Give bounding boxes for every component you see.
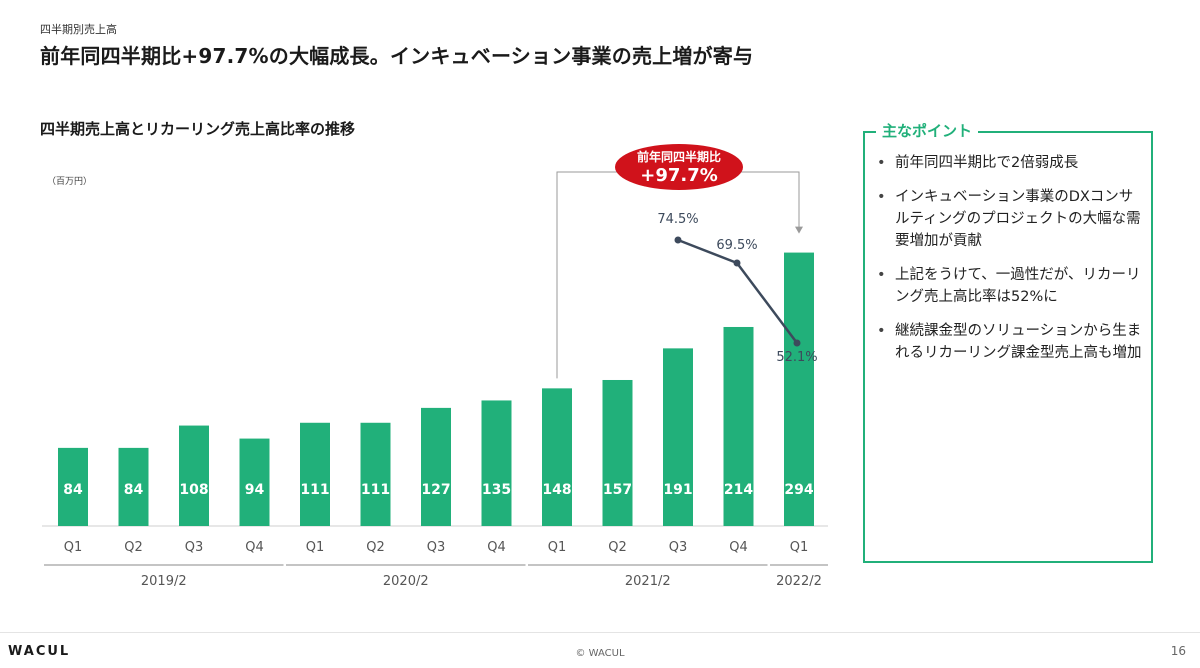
key-points-box (863, 131, 1153, 563)
bar (784, 252, 814, 526)
recurring-ratio-point (733, 259, 741, 267)
bar-value-label: 94 (245, 482, 265, 498)
bar-value-label: 191 (663, 482, 692, 498)
bar (239, 438, 270, 526)
bar (663, 348, 693, 526)
x-tick-label: Q1 (790, 540, 809, 555)
bar-value-label: 111 (300, 482, 329, 498)
x-tick-label: Q1 (64, 540, 83, 555)
callout-label: 前年同四半期比 (637, 149, 721, 164)
x-tick-label: Q2 (608, 540, 627, 555)
callout-bracket (556, 171, 800, 379)
x-tick-label: Q4 (245, 540, 264, 555)
bar (723, 326, 754, 526)
bar (360, 422, 391, 526)
bar-value-label: 214 (724, 482, 753, 498)
bar (481, 400, 512, 526)
chart-unit: （百万円） (47, 177, 93, 187)
bar (542, 388, 572, 526)
bar-value-label: 157 (603, 482, 632, 498)
year-group-label: 2019/2 (141, 574, 187, 589)
key-point-item: 上記をうけて、一過性だが、リカーリング売上高比率は52%に (875, 264, 1145, 308)
recurring-ratio-point (674, 236, 682, 244)
key-point-item: 継続課金型のソリューションから生まれるリカーリング課金型売上高も増加 (875, 320, 1145, 364)
bar (421, 407, 451, 526)
bar-value-label: 84 (63, 482, 83, 498)
bar (179, 425, 209, 526)
copyright: © WACUL (575, 648, 625, 659)
callout-badge (615, 144, 743, 190)
x-tick-label: Q3 (185, 540, 204, 555)
x-tick-label: Q1 (548, 540, 567, 555)
recurring-ratio-label: 52.1% (776, 350, 817, 365)
x-tick-label: Q3 (427, 540, 446, 555)
x-tick-label: Q2 (124, 540, 143, 555)
bar-value-label: 294 (784, 482, 813, 498)
x-tick-label: Q1 (306, 540, 325, 555)
bar (300, 422, 330, 526)
footer-divider (0, 632, 1200, 633)
x-tick-label: Q3 (669, 540, 688, 555)
bar-value-label: 84 (124, 482, 144, 498)
revenue-chart: 84 84 108 94 111 111 127 135 148 157 191 214 294 Q1 Q2… (42, 144, 828, 589)
chart-title: 四半期売上高とリカーリング売上高比率の推移 (40, 120, 356, 138)
year-group-label: 2022/2 (776, 574, 822, 589)
bar (118, 447, 149, 526)
callout-value: +97.7% (640, 165, 718, 186)
recurring-ratio-label: 69.5% (716, 238, 757, 253)
x-tick-label: Q2 (366, 540, 385, 555)
section-label: 四半期別売上高 (40, 23, 117, 36)
key-point-item: 前年同四半期比で2倍弱成長 (875, 152, 1145, 174)
bar-value-label: 127 (421, 482, 450, 498)
page-number: 16 (1170, 644, 1186, 658)
bar (602, 379, 633, 526)
bar-value-label: 108 (179, 482, 208, 498)
x-tick-label: Q4 (487, 540, 506, 555)
recurring-ratio-point (793, 339, 801, 347)
key-points-list: 前年同四半期比で2倍弱成長 インキュベーション事業のDXコンサルティングのプロジ… (875, 152, 1145, 376)
bar-value-label: 111 (361, 482, 390, 498)
year-group-label: 2021/2 (625, 574, 671, 589)
callout-arrowhead (795, 226, 803, 234)
key-point-item: インキュベーション事業のDXコンサルティングのプロジェクトの大幅な需要増加が貢献 (875, 186, 1145, 252)
recurring-ratio-label: 74.5% (657, 212, 698, 227)
headline: 前年同四半期比+97.7%の大幅成長。インキュベーション事業の売上増が寄与 (40, 44, 754, 68)
company-logo: WACUL (8, 644, 71, 659)
bar-value-label: 135 (482, 482, 511, 498)
bar-value-label: 148 (542, 482, 571, 498)
year-group-label: 2020/2 (383, 574, 429, 589)
key-points-title: 主なポイント (876, 120, 979, 141)
bar (58, 447, 88, 526)
x-tick-label: Q4 (729, 540, 748, 555)
